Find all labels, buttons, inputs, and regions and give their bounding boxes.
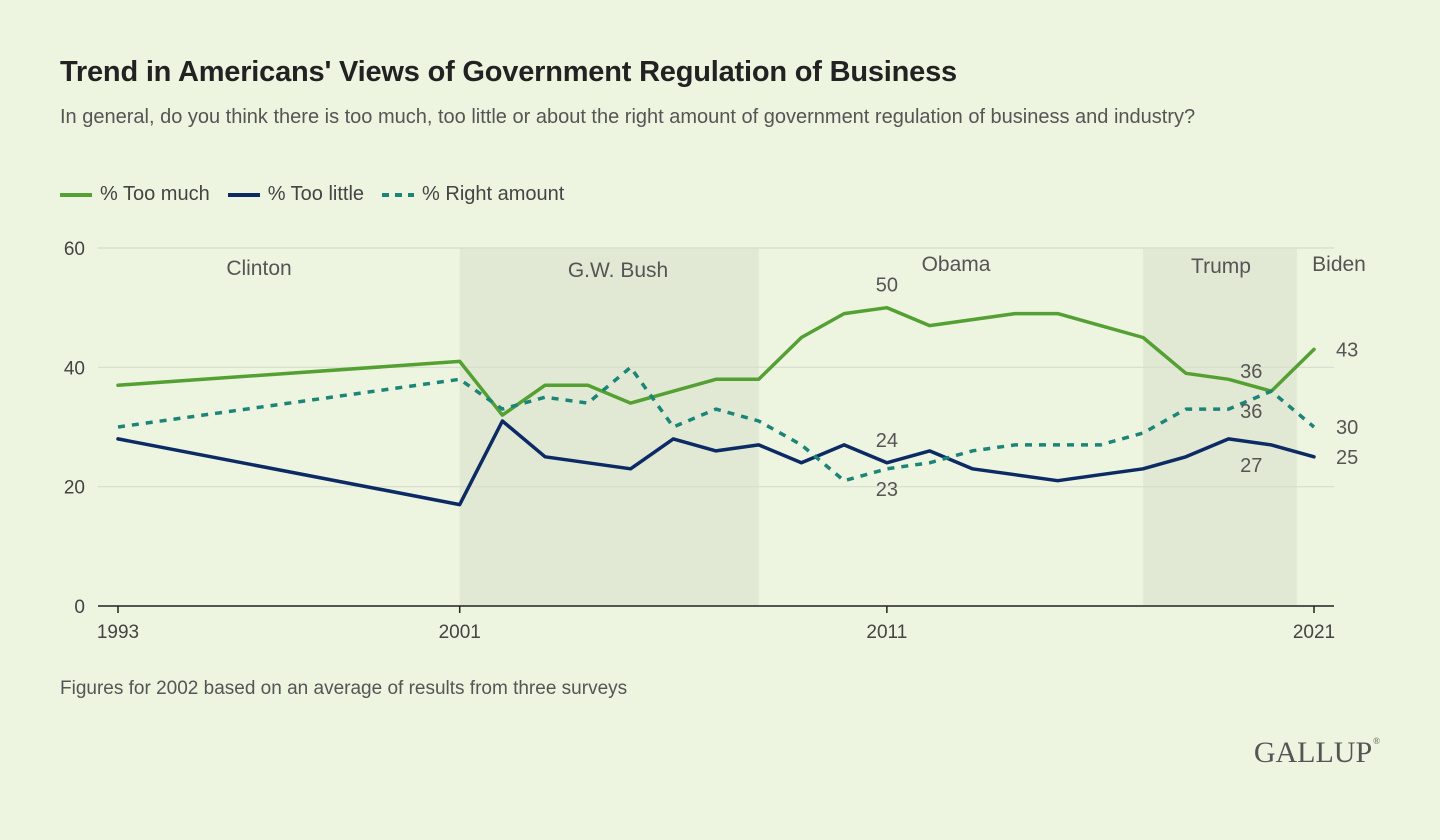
era-label-0: Clinton <box>226 257 291 280</box>
legend-label-right-amount: % Right amount <box>422 183 565 205</box>
series-line-2 <box>117 365 1316 483</box>
x-tick-label-2001: 2001 <box>439 622 481 643</box>
y-tick-label-20: 20 <box>64 478 85 499</box>
data-label-5: 25 <box>1336 447 1358 469</box>
series-line-1 <box>116 419 1316 507</box>
data-label-6: 23 <box>876 479 898 501</box>
x-tick-label-1993: 1993 <box>97 622 139 643</box>
legend-label-too-much: % Too much <box>100 183 210 205</box>
y-tick-label-60: 60 <box>64 239 85 260</box>
data-label-3: 24 <box>876 430 898 452</box>
data-label-7: 36 <box>1240 401 1262 423</box>
data-label-4: 27 <box>1240 455 1262 477</box>
era-shade-3 <box>1143 248 1297 606</box>
data-label-1: 43 <box>1336 339 1358 361</box>
chart-subtitle: In general, do you think there is too mu… <box>60 106 1196 128</box>
y-tick-label-40: 40 <box>64 358 85 379</box>
data-label-0: 50 <box>876 275 898 297</box>
series-line-0 <box>116 305 1316 417</box>
era-shade-1 <box>459 248 759 606</box>
legend-item-too-much: % Too much <box>60 183 210 206</box>
gallup-logo: GALLUP® <box>1253 736 1380 769</box>
era-label-3: Trump <box>1191 255 1251 278</box>
legend-item-too-little: % Too little <box>227 183 365 206</box>
data-label-8: 30 <box>1336 417 1358 439</box>
legend-swatch-too-little <box>227 192 260 197</box>
y-tick-label-0: 0 <box>74 597 85 618</box>
legend-swatch-too-much <box>60 192 92 197</box>
legend-label-too-little: % Too little <box>267 183 365 205</box>
gallup-logo-text: GALLUP <box>1253 736 1373 769</box>
era-label-1: G.W. Bush <box>568 259 668 282</box>
x-tick-label-2021: 2021 <box>1293 622 1335 643</box>
x-tick-label-2011: 2011 <box>866 622 907 643</box>
era-label-2: Obama <box>922 253 991 276</box>
chart-title: Trend in Americans' Views of Government … <box>60 56 957 88</box>
footnote: Figures for 2002 based on an average of … <box>60 678 628 699</box>
legend-item-right-amount: % Right amount <box>382 183 564 206</box>
legend: % Too much % Too little % Right amount <box>60 183 564 206</box>
legend-swatch-right-amount <box>382 192 415 197</box>
era-label-4: Biden <box>1312 253 1366 276</box>
data-label-2: 36 <box>1240 361 1262 383</box>
